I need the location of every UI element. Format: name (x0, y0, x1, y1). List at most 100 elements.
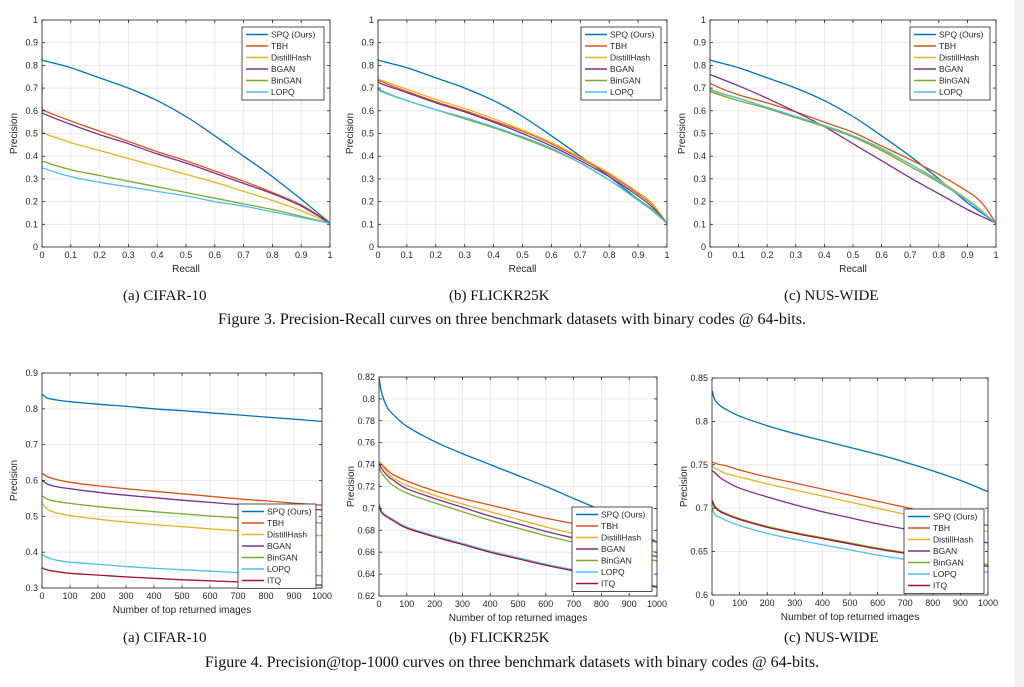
plot-pr-nuswide: 0 0.1 0.2 0.3 0.4 0.5 0.6 0.7 0.8 0.9 1 0 0.1 0.2 0.3 0… (670, 0, 1005, 280)
x-tick-label: 0.1 (65, 250, 78, 260)
legend-label: TBH (267, 518, 284, 528)
legend-label: BinGAN (267, 553, 298, 563)
x-axis-label: Number of top returned images (781, 612, 919, 623)
x-tick-label: 1000 (312, 591, 332, 601)
x-tick-label: 0.6 (875, 250, 888, 260)
x-tick-label: 0.5 (516, 250, 529, 260)
y-tick-label: 0.8 (361, 60, 374, 70)
x-tick-label: 0.7 (574, 250, 587, 260)
y-tick-label: 0.5 (361, 129, 374, 139)
series-line-bingan (42, 119, 331, 224)
x-tick-label: 400 (815, 598, 830, 608)
legend-label: ITQ (601, 579, 616, 589)
y-tick-label: 0.3 (693, 174, 706, 184)
y-tick-label: 0.8 (25, 404, 38, 414)
y-tick-label: 0.1 (693, 219, 706, 229)
x-tick-label: 0.7 (904, 250, 917, 260)
y-tick-label: 0.4 (25, 547, 38, 557)
series-line-spq-ours (42, 393, 323, 423)
x-tick-label: 400 (146, 591, 161, 601)
legend-label: BGAN (601, 544, 625, 554)
y-tick-label: 0.5 (25, 129, 38, 139)
x-axis-label: Recall (509, 264, 537, 275)
x-tick-label: 700 (566, 599, 581, 609)
fig3-subcaption-c: (c) NUS-WIDE (784, 288, 879, 304)
x-tick-label: 300 (455, 599, 470, 609)
x-tick-label: 900 (286, 591, 301, 601)
y-tick-label: 0.7 (362, 503, 375, 513)
x-tick-label: 0.6 (545, 250, 558, 260)
legend-label: TBH (610, 41, 627, 51)
series-line-lopq (710, 83, 997, 224)
x-tick-label: 0.6 (209, 250, 222, 260)
series-line-bingan (378, 83, 668, 224)
legend-label: BinGAN (601, 556, 632, 566)
y-axis-label: Precision (9, 460, 20, 501)
x-tick-label: 300 (787, 598, 802, 608)
y-tick-label: 0.72 (357, 482, 375, 492)
x-tick-label: 0.3 (790, 250, 803, 260)
legend-label: DistillHash (267, 530, 307, 540)
legend-label: DistillHash (601, 533, 641, 543)
legend-label: DistillHash (939, 53, 979, 63)
y-tick-label: 0.62 (357, 591, 375, 601)
x-tick-label: 0.1 (401, 250, 414, 260)
y-tick-label: 0.6 (693, 106, 706, 116)
x-tick-label: 0.8 (266, 250, 279, 260)
y-tick-label: 1 (33, 15, 38, 25)
legend-label: SPQ (Ours) (271, 30, 316, 40)
x-tick-label: 800 (925, 598, 940, 608)
series-line-spq-ours (42, 45, 331, 224)
x-tick-label: 1 (664, 250, 669, 260)
y-tick-label: 0.82 (357, 372, 375, 382)
legend-label: LOPQ (601, 567, 625, 577)
y-tick-label: 0.5 (693, 129, 706, 139)
x-tick-label: 0.9 (632, 250, 645, 260)
x-tick-label: 0.4 (818, 250, 831, 260)
x-tick-label: 800 (594, 599, 609, 609)
y-axis-label: Precision (345, 113, 356, 154)
x-axis-label: Recall (172, 264, 200, 275)
x-tick-label: 0 (375, 250, 380, 260)
chart-svg: 0 100 200 300 400 500 600 700 800 900 1000 0.3 0.4 0.… (9, 368, 332, 616)
x-tick-label: 500 (174, 591, 189, 601)
y-tick-label: 0.2 (361, 197, 374, 207)
legend-box (241, 26, 325, 101)
legend-label: SPQ (Ours) (267, 507, 312, 517)
fig3-subcaption-b: (b) FLICKR25K (449, 288, 550, 304)
chart-svg: 0 100 200 300 400 500 600 700 800 900 1000 0.6 0.65 0… (679, 373, 998, 623)
x-tick-label: 0.5 (180, 250, 193, 260)
y-tick-label: 0.2 (25, 197, 38, 207)
fig4-subcaption-c: (c) NUS-WIDE (784, 630, 879, 646)
y-tick-label: 0.5 (25, 511, 38, 521)
x-tick-label: 500 (842, 598, 857, 608)
y-tick-label: 0.9 (25, 38, 38, 48)
x-tick-label: 100 (62, 591, 77, 601)
chart-svg: 0 0.1 0.2 0.3 0.4 0.5 0.6 0.7 0.8 0.9 1 0 0.1 0.2 0.3 0… (9, 15, 333, 275)
x-tick-label: 0 (709, 598, 714, 608)
y-tick-label: 0.75 (690, 460, 708, 470)
legend-label: TBH (939, 41, 956, 51)
x-tick-label: 200 (427, 599, 442, 609)
series-line-distillhash (378, 74, 668, 224)
legend-label: TBH (601, 521, 618, 531)
series-line-bgan (710, 65, 997, 224)
legend-label: TBH (933, 523, 950, 533)
x-tick-label: 0 (39, 591, 44, 601)
y-tick-label: 0.6 (695, 590, 708, 600)
y-tick-label: 0.4 (361, 151, 374, 161)
y-tick-label: 0.6 (25, 106, 38, 116)
x-tick-label: 200 (760, 598, 775, 608)
series-line-tbh (710, 65, 997, 224)
y-tick-label: 0 (33, 242, 38, 252)
y-tick-label: 0.7 (361, 83, 374, 93)
plot-topk-flickr25k: 0 100 200 300 400 500 600 700 800 900 1000 0.62 0.64… (335, 348, 670, 624)
y-tick-label: 0.1 (25, 219, 38, 229)
y-tick-label: 0 (701, 242, 706, 252)
x-tick-label: 0.3 (122, 250, 135, 260)
x-tick-label: 0.1 (732, 250, 745, 260)
